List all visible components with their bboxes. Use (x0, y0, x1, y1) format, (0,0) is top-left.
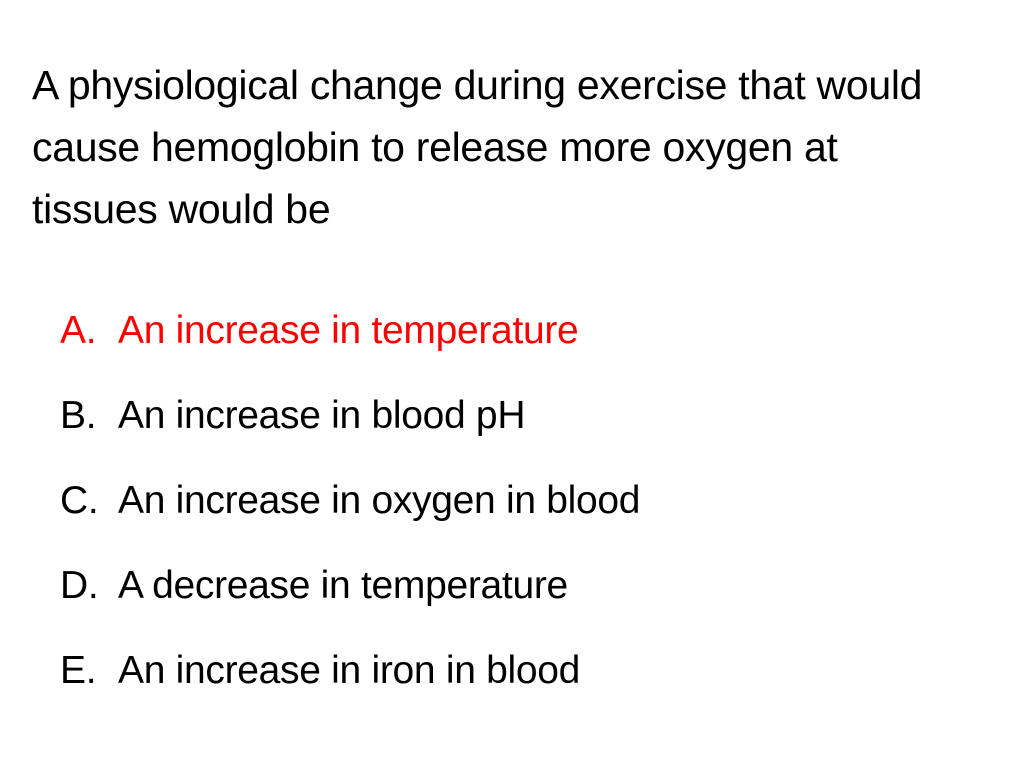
option-a: A. An increase in temperature (60, 300, 640, 385)
option-letter: C. (60, 479, 99, 522)
option-d: D. A decrease in temperature (60, 555, 640, 640)
option-e: E. An increase in iron in blood (60, 640, 640, 725)
option-letter: E. (60, 649, 97, 692)
question-text: A physiological change during exercise t… (32, 62, 923, 232)
option-text: An increase in temperature (118, 309, 579, 352)
option-text: An increase in iron in blood (118, 649, 581, 692)
option-text: An increase in blood pH (118, 394, 526, 437)
option-text: An increase in oxygen in blood (118, 479, 641, 522)
option-text: A decrease in temperature (118, 564, 568, 607)
option-b: B. An increase in blood pH (60, 385, 640, 470)
option-letter: D. (60, 564, 99, 607)
option-letter: A. (60, 309, 97, 352)
option-letter: B. (60, 394, 97, 437)
answer-options-list: A. An increase in temperature B. An incr… (60, 300, 640, 725)
option-c: C. An increase in oxygen in blood (60, 470, 640, 555)
